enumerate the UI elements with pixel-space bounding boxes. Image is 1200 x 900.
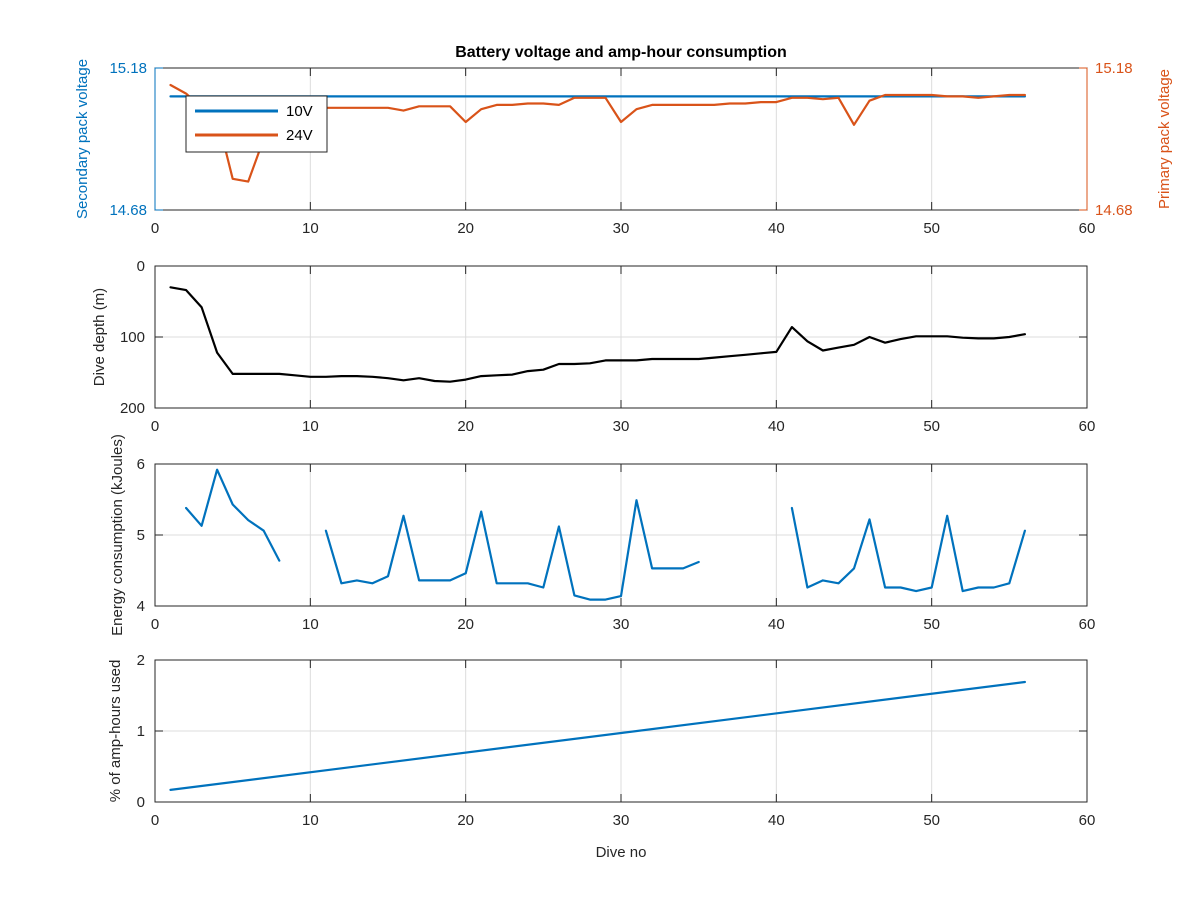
voltage-ylabel-left: Secondary pack voltage: [74, 59, 91, 219]
voltage-xtick-label: 0: [151, 220, 159, 237]
depth-ytick-label: 0: [137, 258, 145, 275]
energy-series-line-segment-1: [324, 499, 700, 601]
voltage-y-ticks-right: 14.68 15.18: [1079, 60, 1133, 219]
energy-ylabel: Energy consumption (kJoules): [109, 434, 126, 636]
voltage-xtick-label: 60: [1079, 220, 1096, 237]
amphours-ytick-label: 0: [137, 794, 145, 811]
amphours-xtick-label: 30: [613, 812, 630, 829]
amphours-xlabel: Dive no: [596, 844, 647, 861]
depth-panel: 0 10 20 30 40 50 60 0 100 200 Dive depth (m): [91, 258, 1095, 435]
amphours-x-ticks: 0 10 20 30 40 50 60: [151, 660, 1096, 829]
amphours-panel: 0 10 20 30 40 50 60 0 1 2 % of amp-hours used Di…: [107, 652, 1095, 861]
amphours-series-line: [169, 680, 1027, 792]
voltage-xtick-label: 50: [923, 220, 940, 237]
energy-lines: [185, 468, 1027, 601]
voltage-ylabel-right: Primary pack voltage: [1156, 69, 1173, 209]
amphours-lines: [169, 680, 1027, 792]
energy-grid: [154, 463, 1088, 607]
depth-xtick-label: 10: [302, 418, 319, 435]
amphours-xtick-label: 40: [768, 812, 785, 829]
depth-xtick-label: 60: [1079, 418, 1096, 435]
energy-xtick-label: 0: [151, 616, 159, 633]
amphours-xtick-label: 50: [923, 812, 940, 829]
voltage-panel: 0 10 20 30 40 50 60 14.68 15.18 14.68 15.18 Seco…: [74, 59, 1173, 237]
voltage-legend: 10V 24V: [185, 95, 328, 153]
depth-ylabel: Dive depth (m): [91, 288, 108, 386]
depth-xtick-label: 0: [151, 418, 159, 435]
depth-xtick-label: 20: [457, 418, 474, 435]
depth-lines: [169, 286, 1027, 383]
energy-series-line-segment-0: [185, 468, 281, 562]
energy-panel: 0 10 20 30 40 50 60 4 5 6 Energy consumption (kJ…: [109, 434, 1095, 636]
voltage-xtick-label: 30: [613, 220, 630, 237]
energy-xtick-label: 10: [302, 616, 319, 633]
voltage-xtick-label: 40: [768, 220, 785, 237]
amphours-xtick-label: 60: [1079, 812, 1096, 829]
energy-y-ticks: 4 5 6: [137, 456, 1087, 615]
energy-xtick-label: 20: [457, 616, 474, 633]
voltage-ytick-left-label: 15.18: [109, 60, 147, 77]
voltage-ytick-left-label: 14.68: [109, 202, 147, 219]
energy-xtick-label: 30: [613, 616, 630, 633]
legend-box: [185, 95, 328, 153]
energy-x-ticks: 0 10 20 30 40 50 60: [151, 464, 1096, 633]
depth-x-ticks: 0 10 20 30 40 50 60: [151, 266, 1096, 435]
legend-label-10v: 10V: [286, 103, 313, 120]
legend-label-24v: 24V: [286, 127, 313, 144]
amphours-ylabel: % of amp-hours used: [107, 660, 124, 803]
amphours-grid: [154, 659, 1088, 803]
voltage-xtick-label: 20: [457, 220, 474, 237]
energy-ytick-label: 5: [137, 527, 145, 544]
energy-series-line-segment-2: [790, 506, 1027, 593]
amphours-xtick-label: 10: [302, 812, 319, 829]
depth-xtick-label: 40: [768, 418, 785, 435]
voltage-x-ticks: 0 10 20 30 40 50 60: [151, 68, 1096, 237]
depth-y-ticks: 0 100 200: [120, 258, 1087, 417]
amphours-y-ticks: 0 1 2: [137, 652, 1087, 811]
depth-xtick-label: 50: [923, 418, 940, 435]
energy-ytick-label: 4: [137, 598, 145, 615]
energy-xtick-label: 60: [1079, 616, 1096, 633]
voltage-xtick-label: 10: [302, 220, 319, 237]
amphours-ytick-label: 1: [137, 723, 145, 740]
voltage-ytick-right-label: 14.68: [1095, 202, 1133, 219]
voltage-y-ticks-left: 14.68 15.18: [109, 60, 163, 219]
energy-ytick-label: 6: [137, 456, 145, 473]
depth-xtick-label: 30: [613, 418, 630, 435]
depth-ytick-label: 200: [120, 400, 145, 417]
voltage-ytick-right-label: 15.18: [1095, 60, 1133, 77]
chart-title: Battery voltage and amp-hour consumption: [455, 44, 787, 61]
depth-series-line: [169, 286, 1027, 383]
amphours-xtick-label: 20: [457, 812, 474, 829]
energy-xtick-label: 50: [923, 616, 940, 633]
energy-xtick-label: 40: [768, 616, 785, 633]
depth-ytick-label: 100: [120, 329, 145, 346]
amphours-ytick-label: 2: [137, 652, 145, 669]
amphours-xtick-label: 0: [151, 812, 159, 829]
